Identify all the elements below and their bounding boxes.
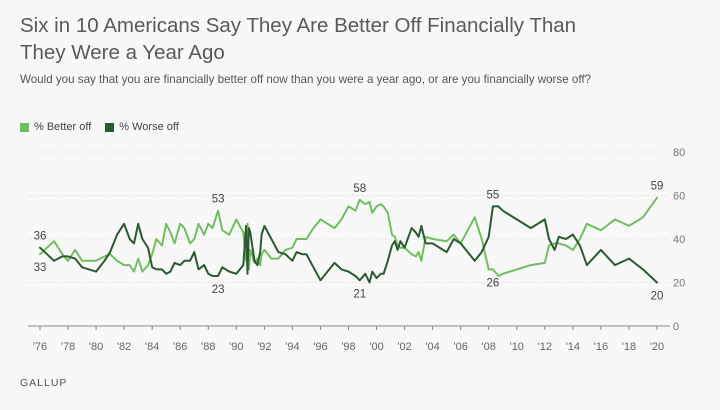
series-line-worse-off — [39, 205, 658, 284]
y-tick-label: 0 — [673, 321, 679, 333]
legend-item-better: % Better off — [20, 121, 91, 133]
chart-title: Six in 10 Americans Say They Are Better … — [20, 14, 577, 64]
data-label: 33 — [34, 262, 47, 274]
y-tick-label: 60 — [673, 191, 685, 203]
x-tick-label: '18 — [622, 341, 636, 353]
y-tick-label: 80 — [673, 147, 685, 159]
axes: 0 20 40 60 80 '76 '78 '80 '82 '84 '86 '88 '90 '92 '94 '… — [28, 147, 685, 353]
x-tick-label: '88 — [201, 341, 215, 353]
x-tick-label: '00 — [369, 341, 383, 353]
series-line-better-off — [39, 196, 658, 277]
chart-subtitle: Would you say that you are financially b… — [20, 73, 591, 86]
data-label: 58 — [353, 183, 366, 195]
x-tick-label: '14 — [566, 341, 580, 353]
legend-item-worse: % Worse off — [105, 121, 179, 133]
data-label: 55 — [487, 189, 500, 201]
data-label: 23 — [212, 284, 225, 296]
x-tick-label: '10 — [510, 341, 524, 353]
y-tick-label: 20 — [673, 278, 685, 290]
x-tick-label: '04 — [425, 341, 439, 353]
x-tick-label: '16 — [594, 341, 608, 353]
data-label: 59 — [651, 181, 664, 193]
x-tick-label: '78 — [61, 341, 75, 353]
data-label: 53 — [212, 194, 225, 206]
legend: % Better off % Worse off — [20, 121, 193, 133]
x-tick-label: '20 — [650, 341, 664, 353]
x-tick-label: '02 — [397, 341, 411, 353]
x-tick-label: '06 — [454, 341, 468, 353]
legend-label-better: % Better off — [34, 121, 92, 133]
x-tick-label: '82 — [117, 341, 131, 353]
x-tick-label: '08 — [482, 341, 496, 353]
data-label: 21 — [353, 288, 366, 300]
data-label: 36 — [34, 231, 47, 243]
x-tick-label: '84 — [145, 341, 159, 353]
x-tick-label: '80 — [89, 341, 103, 353]
x-tick-label: '92 — [257, 341, 271, 353]
data-label: 20 — [651, 291, 664, 303]
x-tick-label: '12 — [538, 341, 552, 353]
legend-swatch-better — [20, 122, 29, 132]
legend-label-worse: % Worse off — [119, 121, 179, 133]
grid-lines — [28, 151, 670, 283]
data-labels: 36 33 53 23 58 21 55 26 59 20 — [34, 181, 664, 303]
x-tick-label: '90 — [229, 341, 243, 353]
x-tick-label: '76 — [33, 341, 47, 353]
x-tick-label: '98 — [341, 341, 355, 353]
x-tick-label: '96 — [313, 341, 327, 353]
x-tick-label: '86 — [173, 341, 187, 353]
source-label: GALLUP — [20, 377, 68, 389]
y-tick-label: 40 — [673, 234, 685, 246]
x-tick-label: '94 — [285, 341, 299, 353]
legend-swatch-worse — [105, 122, 115, 132]
series-lines — [39, 196, 658, 284]
data-label: 26 — [487, 277, 500, 289]
